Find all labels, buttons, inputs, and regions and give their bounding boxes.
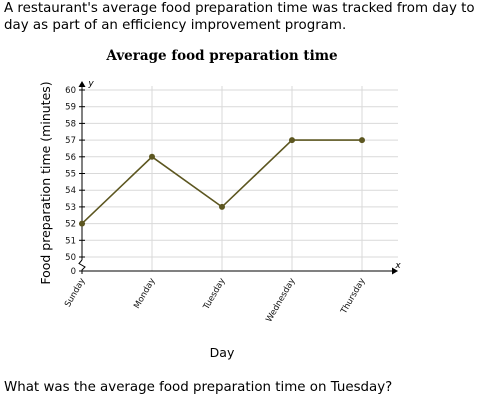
x-tick-label: Sunday	[63, 277, 88, 310]
y-tick-label: 57	[65, 136, 76, 146]
intro-text: A restaurant's average food preparation …	[4, 1, 475, 33]
y-tick-label: 52	[65, 220, 76, 230]
tick-labels: 0 50 51 52 53 54 55 56 57 58 59 60 Sunday Monday Tuesd…	[63, 86, 368, 324]
y-axis-arrow-icon	[78, 81, 86, 87]
y-tick-label: 55	[65, 170, 76, 180]
y-tick-label: 54	[65, 186, 76, 196]
x-tick-label: Monday	[132, 277, 157, 311]
y-tick-label: 59	[65, 103, 76, 113]
y-tick-label: 56	[65, 153, 76, 163]
x-axis-letter: x	[394, 261, 401, 271]
y-tick-label: 51	[65, 236, 76, 246]
data-point	[359, 137, 365, 144]
data-point	[219, 203, 225, 210]
x-axis-arrow-icon	[392, 267, 398, 275]
question-text: What was the average food preparation ti…	[4, 380, 393, 395]
y-axis-letter: y	[87, 79, 94, 89]
axes	[78, 81, 398, 275]
x-tick-label: Tuesday	[201, 277, 227, 313]
x-tick-label: Wednesday	[264, 277, 297, 325]
x-axis-label: Day	[210, 345, 235, 360]
y-axis-break	[78, 259, 86, 274]
x-tick-label: Thursday	[339, 277, 368, 317]
chart-title: Average food preparation time	[105, 48, 337, 64]
data-point	[289, 137, 295, 144]
y-tick-label: 60	[65, 86, 76, 96]
y-tick-label: 0	[71, 267, 76, 277]
data-point	[79, 220, 85, 227]
y-tick-label: 50	[65, 253, 76, 263]
y-axis-label: Food preparation time (minutes)	[38, 81, 53, 284]
y-tick-label: 53	[65, 203, 76, 213]
series	[79, 137, 365, 227]
data-point	[149, 153, 155, 160]
y-tick-label: 58	[65, 119, 76, 129]
